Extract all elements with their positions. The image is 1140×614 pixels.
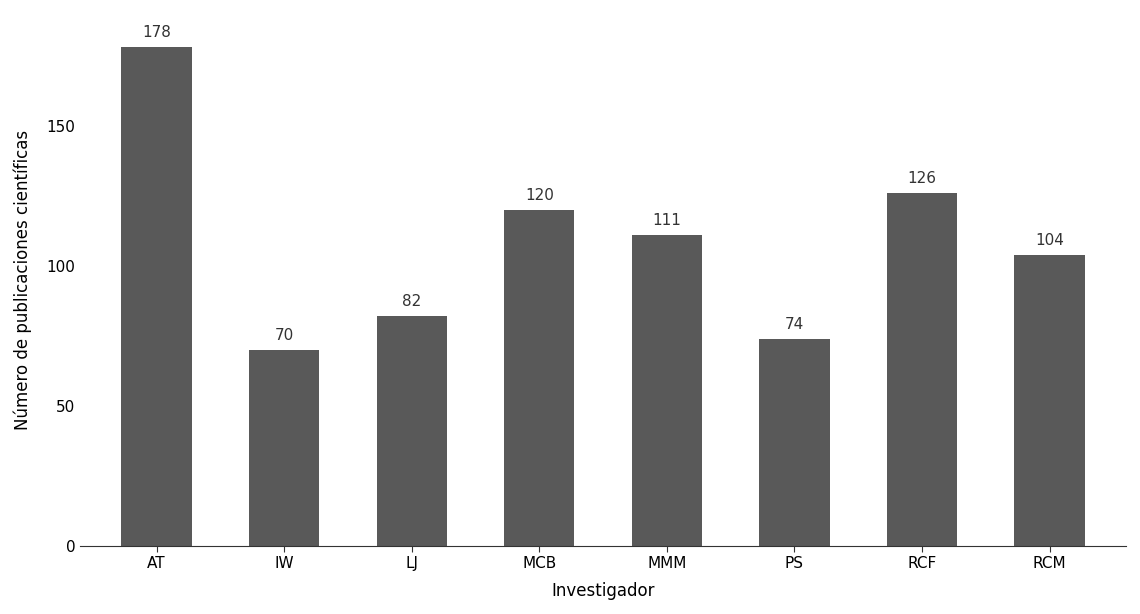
Text: 70: 70	[275, 328, 294, 343]
Bar	[1015, 255, 1084, 546]
Bar	[249, 350, 319, 546]
Text: 104: 104	[1035, 233, 1064, 247]
Bar	[376, 316, 447, 546]
X-axis label: Investigador: Investigador	[552, 582, 654, 600]
Y-axis label: Número de publicaciones científicas: Número de publicaciones científicas	[14, 130, 32, 430]
Bar	[759, 338, 830, 546]
Text: 74: 74	[784, 316, 804, 332]
Bar	[887, 193, 958, 546]
Text: 111: 111	[652, 213, 682, 228]
Text: 82: 82	[402, 294, 422, 309]
Bar	[632, 235, 702, 546]
Bar	[122, 47, 192, 546]
Text: 120: 120	[524, 188, 554, 203]
Text: 126: 126	[907, 171, 936, 186]
Bar	[504, 210, 575, 546]
Text: 178: 178	[142, 25, 171, 41]
